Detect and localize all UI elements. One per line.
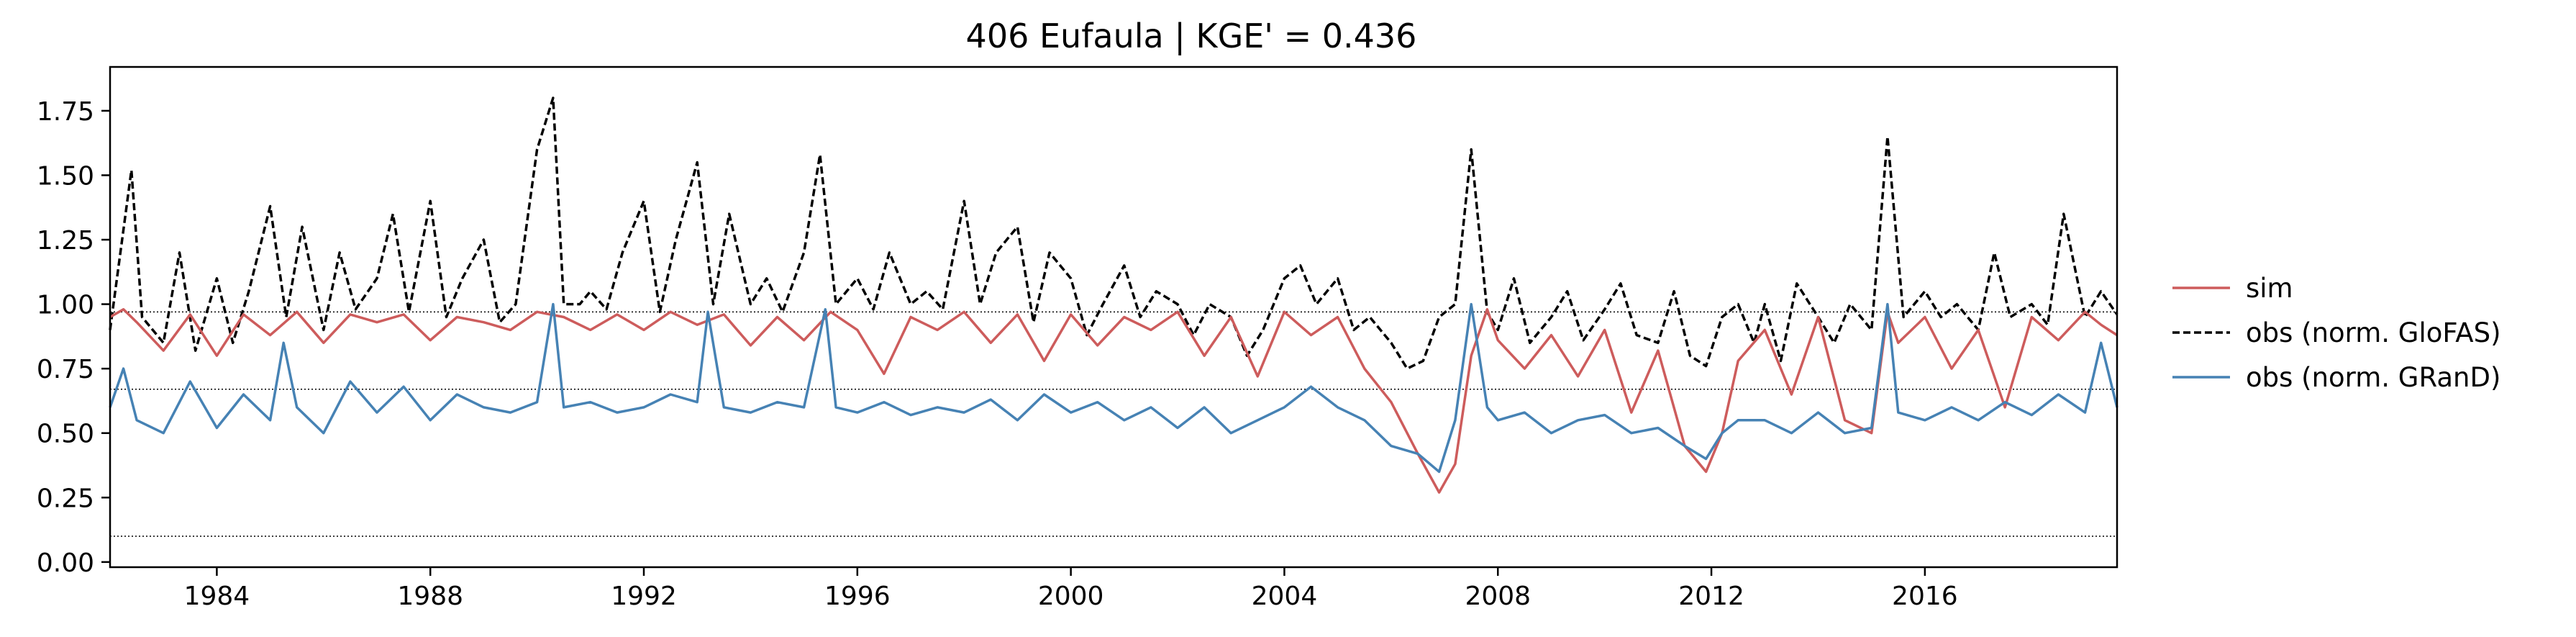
- y-tick-label-0: 0.00: [37, 548, 94, 578]
- y-tick-label-6: 1.50: [37, 161, 94, 191]
- series-line-0: [109, 308, 2118, 494]
- series-layer: [109, 96, 2118, 494]
- reference-lines: [110, 311, 2117, 537]
- y-axis: 0.00 0.25 0.50 0.75 1.00 1.25 1.50 1.75: [37, 97, 110, 578]
- x-axis: 1984 1988 1992 1996 2000 2004 2008 2012 2016: [184, 567, 1958, 611]
- x-tick-label-1: 1988: [397, 582, 463, 611]
- series-line-2: [109, 302, 2118, 474]
- y-tick-label-2: 0.50: [37, 420, 94, 449]
- x-tick-label-8: 2016: [1892, 582, 1958, 611]
- x-tick-label-7: 2012: [1678, 582, 1744, 611]
- legend: sim obs (norm. GloFAS) obs (norm. GRanD): [2172, 273, 2501, 393]
- y-tick-label-3: 0.75: [37, 355, 94, 384]
- plot-area-frame: [109, 65, 2118, 569]
- x-tick-label-5: 2004: [1252, 582, 1318, 611]
- y-tick-label-4: 1.00: [37, 291, 94, 320]
- series-line-1: [109, 96, 2118, 370]
- y-tick-label-5: 1.25: [37, 226, 94, 256]
- x-tick-label-4: 2000: [1038, 582, 1104, 611]
- chart-title: 406 Eufaula | KGE' = 0.436: [966, 17, 1417, 56]
- legend-label-2: obs (norm. GRanD): [2246, 362, 2500, 393]
- x-tick-label-3: 1996: [824, 582, 891, 611]
- x-tick-label-0: 1984: [184, 582, 250, 611]
- y-tick-label-7: 1.75: [37, 97, 94, 127]
- x-tick-label-6: 2008: [1465, 582, 1531, 611]
- legend-label-1: obs (norm. GloFAS): [2246, 317, 2501, 348]
- y-tick-label-1: 0.25: [37, 484, 94, 513]
- x-tick-label-2: 1992: [611, 582, 677, 611]
- legend-label-0: sim: [2246, 273, 2293, 304]
